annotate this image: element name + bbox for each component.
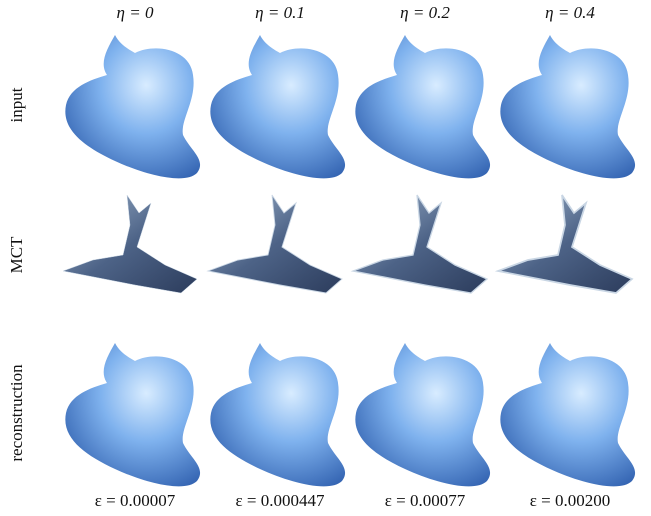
duck-render	[355, 35, 490, 178]
duck-render	[65, 343, 200, 486]
column-header: η = 0	[117, 3, 154, 22]
whale-render	[63, 195, 197, 293]
duck-render	[210, 35, 345, 178]
whale-render	[353, 195, 487, 293]
row-label: input	[7, 87, 26, 122]
duck-render	[500, 35, 635, 178]
column-header: η = 0.1	[255, 3, 305, 22]
duck-render	[500, 343, 635, 486]
duck-render	[210, 343, 345, 486]
column-header: η = 0.4	[545, 3, 595, 22]
duck-render	[65, 35, 200, 178]
error-caption: ε = 0.000447	[236, 491, 325, 510]
renders	[63, 35, 635, 486]
figure: η = 0 η = 0.1 η = 0.2 η = 0.4 ε = 0.00007 ε =…	[0, 0, 651, 516]
duck-render	[355, 343, 490, 486]
row-label: MCT	[7, 236, 26, 273]
whale-render	[498, 195, 632, 293]
error-caption: ε = 0.00077	[385, 491, 466, 510]
whale-render	[208, 195, 342, 293]
error-caption: ε = 0.00007	[95, 491, 176, 510]
row-label: reconstruction	[7, 364, 26, 462]
error-caption: ε = 0.00200	[530, 491, 610, 510]
column-header: η = 0.2	[400, 3, 450, 22]
